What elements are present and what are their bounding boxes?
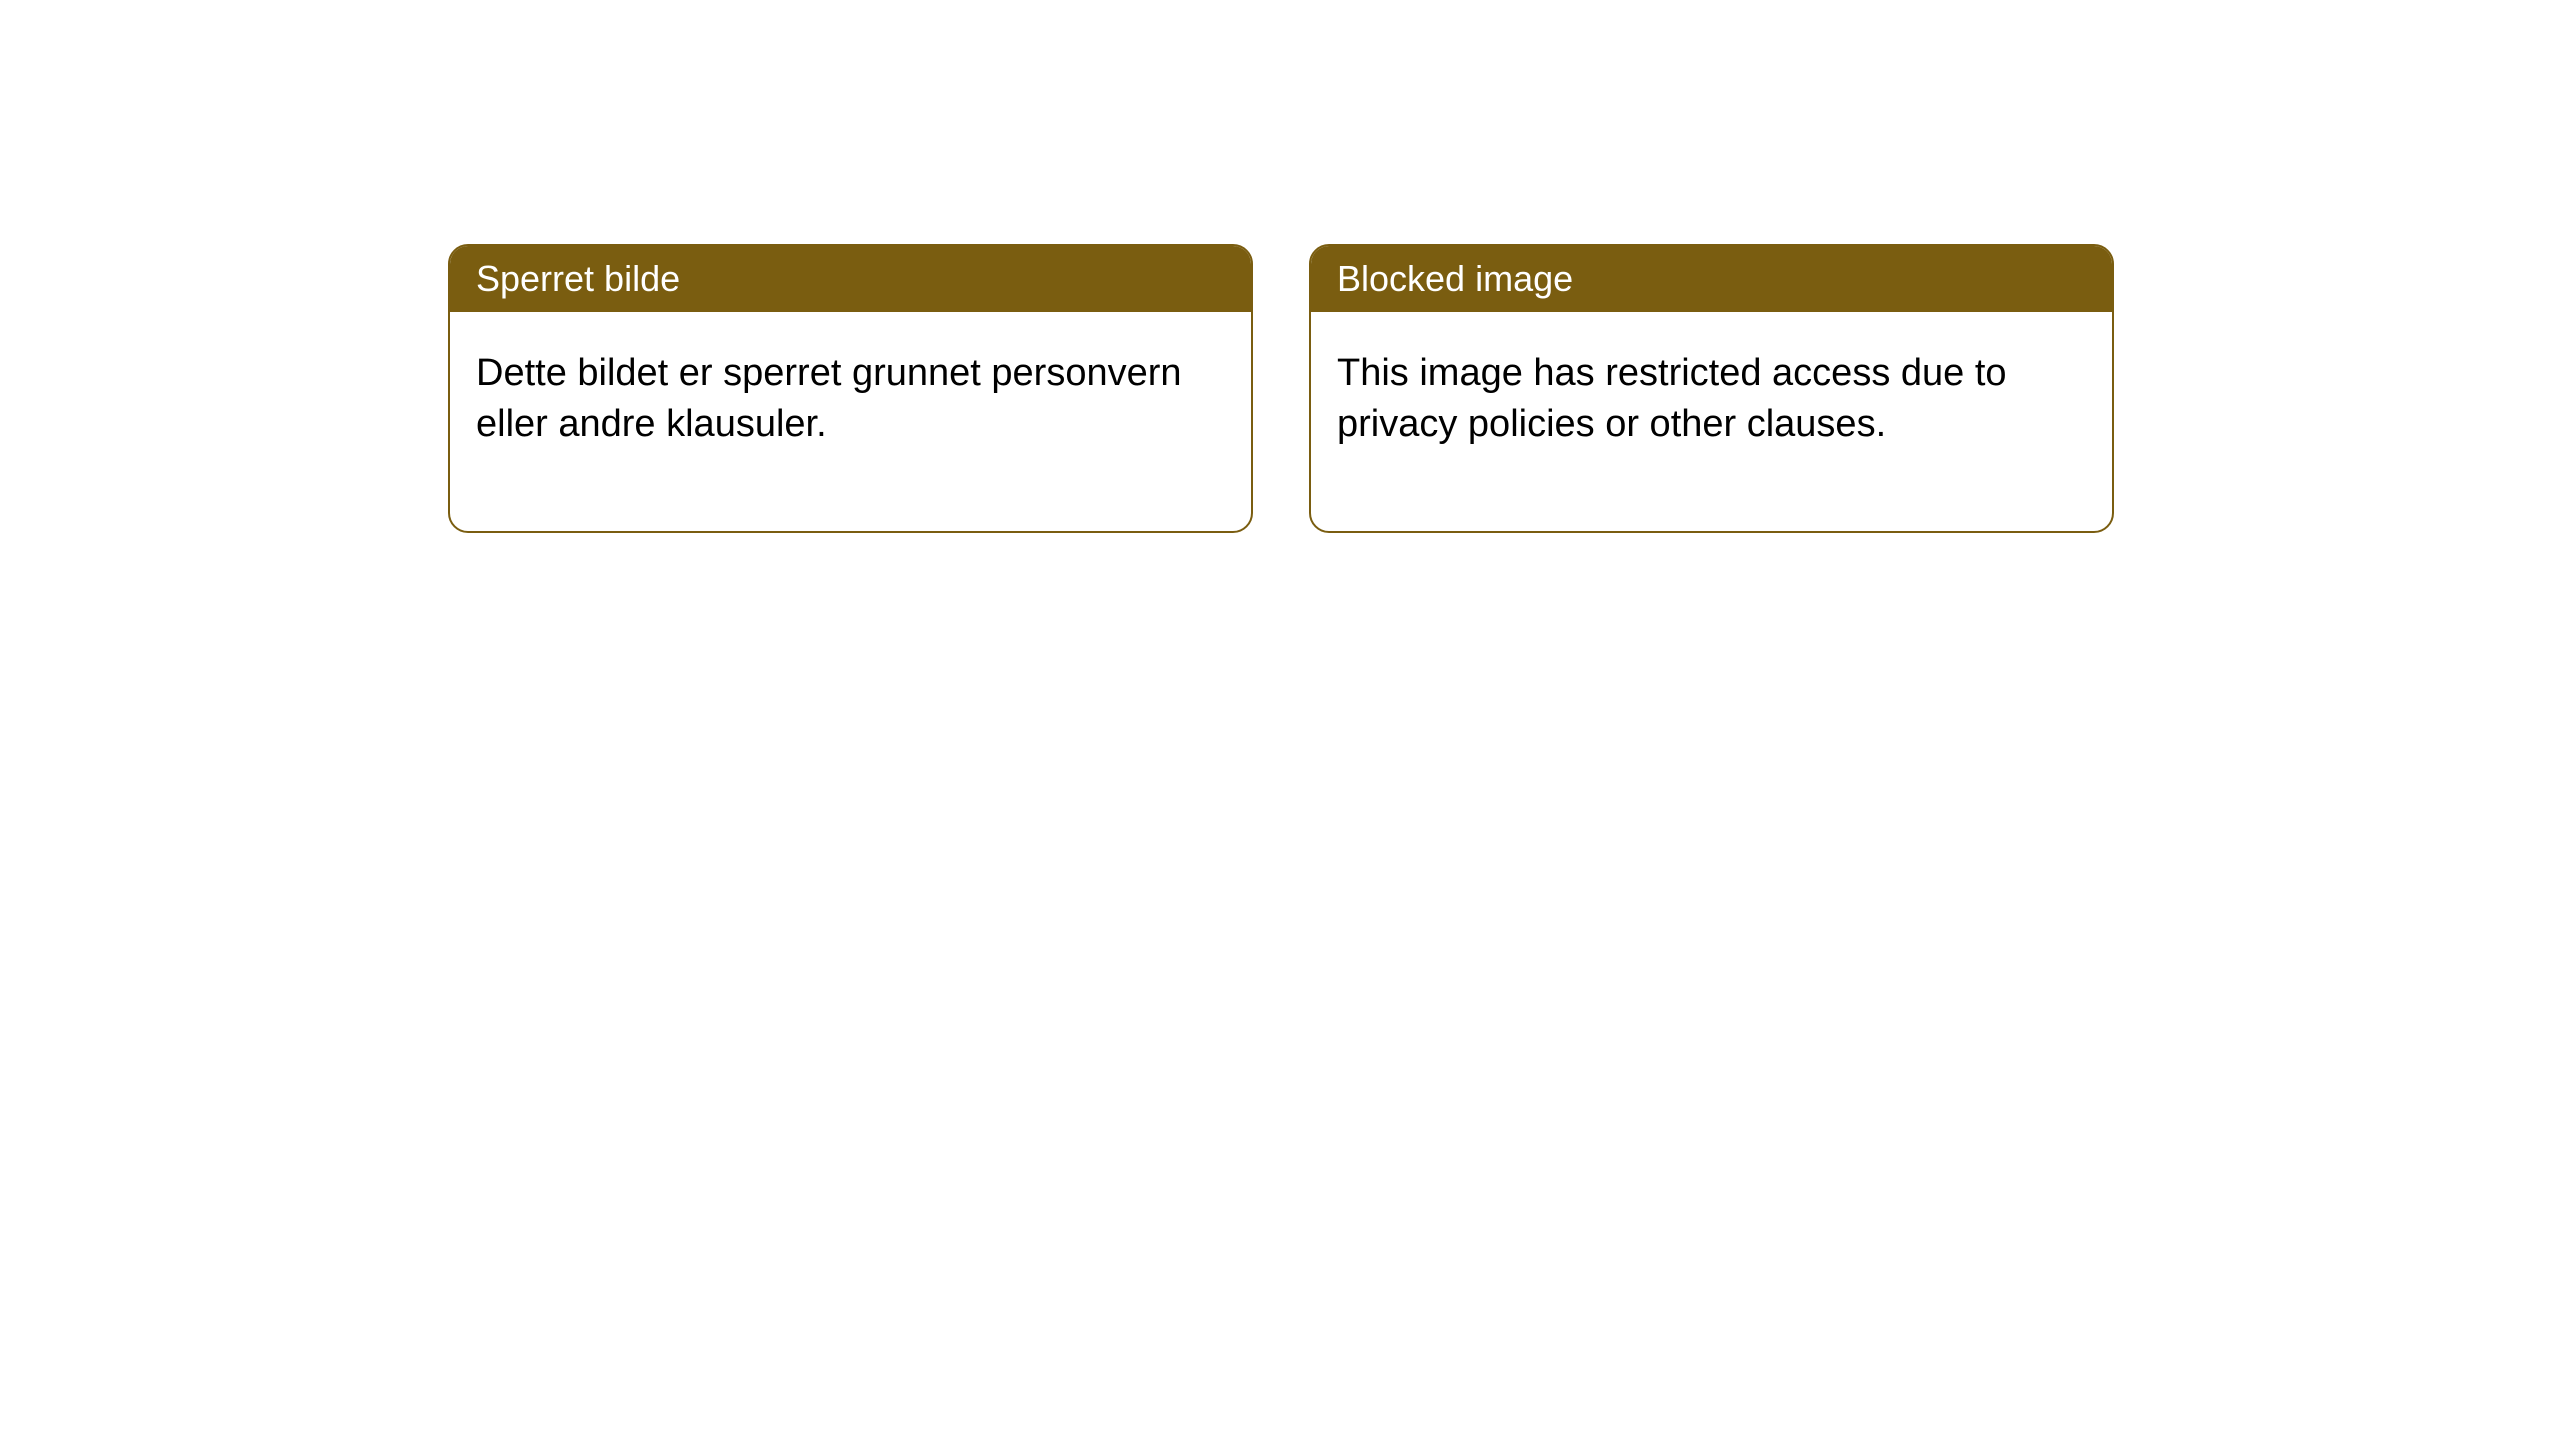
card-header: Sperret bilde [450,246,1251,312]
notice-card-no: Sperret bilde Dette bildet er sperret gr… [448,244,1253,533]
notice-container: Sperret bilde Dette bildet er sperret gr… [0,0,2560,533]
card-title: Blocked image [1337,258,1573,299]
card-body-text: This image has restricted access due to … [1337,352,2007,445]
card-header: Blocked image [1311,246,2112,312]
card-body: Dette bildet er sperret grunnet personve… [450,312,1251,531]
card-body: This image has restricted access due to … [1311,312,2112,531]
card-title: Sperret bilde [476,258,680,299]
notice-card-en: Blocked image This image has restricted … [1309,244,2114,533]
card-body-text: Dette bildet er sperret grunnet personve… [476,352,1182,445]
